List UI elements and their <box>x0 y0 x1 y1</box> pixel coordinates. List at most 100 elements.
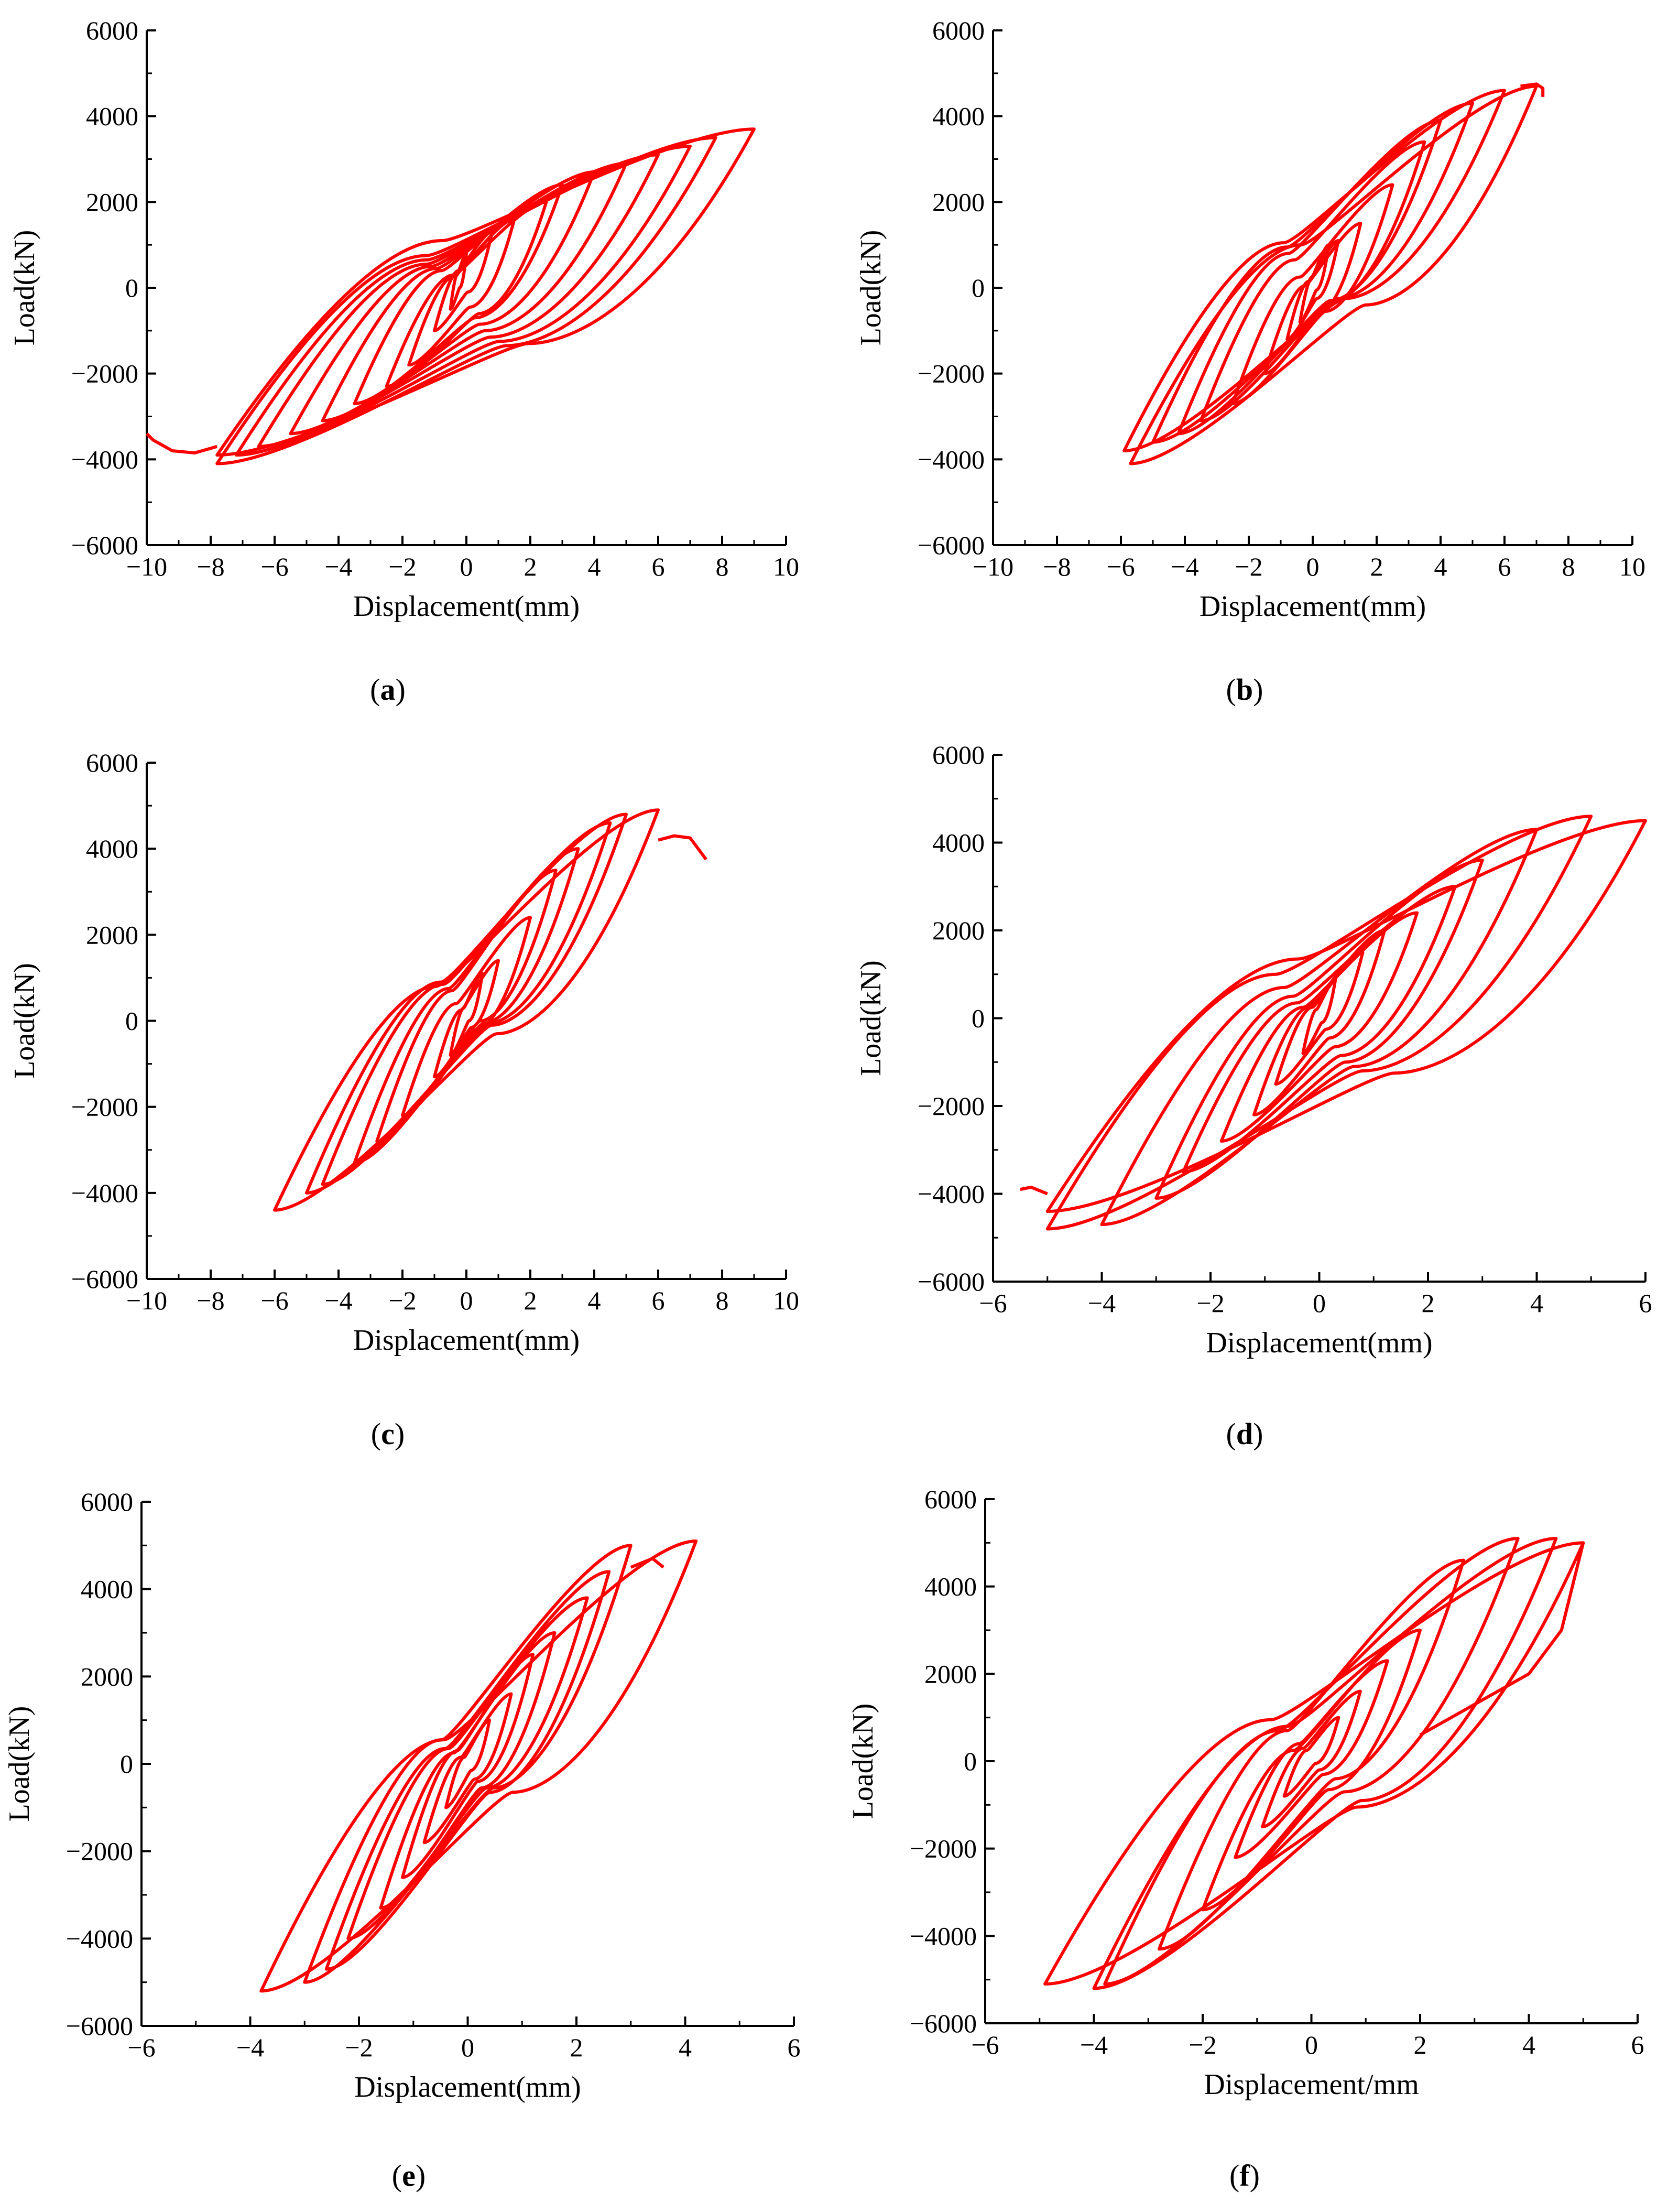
y-tick-label: 0 <box>120 1749 133 1779</box>
hysteresis-loop <box>259 1539 698 1993</box>
x-tick-label: 6 <box>1631 2030 1644 2059</box>
caption-letter: f <box>1239 2159 1250 2193</box>
hysteresis-loop <box>1274 950 1365 1086</box>
hysteresis-loop <box>1045 815 1593 1231</box>
hysteresis-loop <box>273 808 660 1212</box>
x-tick-label: −4 <box>324 1286 352 1315</box>
y-tick-label: −4000 <box>918 444 985 474</box>
y-tick-label: 2000 <box>86 920 138 949</box>
x-tick-label: 0 <box>1306 552 1320 581</box>
hysteresis-loop <box>401 1653 535 1879</box>
hysteresis-loop <box>1092 1537 1558 1990</box>
y-tick-label: −6000 <box>918 1267 985 1296</box>
y-tick-label: −6000 <box>910 2009 977 2038</box>
y-tick-label: 6000 <box>86 16 138 45</box>
y-axis-title: Load(kN) <box>855 230 887 346</box>
caption-open-paren: ( <box>1226 673 1236 707</box>
x-tick-label: −2 <box>1189 2030 1216 2059</box>
x-tick-label: −4 <box>324 552 352 581</box>
x-axis-title: Displacement(mm) <box>1206 1327 1432 1359</box>
x-tick-label: −8 <box>197 1286 224 1315</box>
panel-caption: (b) <box>1226 673 1263 707</box>
x-tick-label: 8 <box>716 552 729 581</box>
hysteresis-loop <box>215 127 756 457</box>
panel-caption: (d) <box>1226 1417 1263 1451</box>
x-tick-label: −2 <box>1235 552 1262 581</box>
y-tick-label: −2000 <box>918 1091 985 1121</box>
hysteresis-loop <box>353 183 564 405</box>
y-axis-title: Load(kN) <box>3 1706 36 1822</box>
hysteresis-loop <box>379 1631 557 1910</box>
x-tick-label: −2 <box>1196 1288 1224 1318</box>
x-tick-label: −6 <box>971 2030 999 2059</box>
panel-e: −6 −4 −2 0 2 4 6 −6000 −4000 −2000 0 2000 4000 6000 Di… <box>3 1487 801 2193</box>
hysteresis-loop <box>1045 819 1647 1213</box>
y-tick-label: −2000 <box>910 1834 977 1863</box>
y-tick-label: 4000 <box>86 102 138 131</box>
x-tick-label: −10 <box>126 552 167 581</box>
y-tick-label: −4000 <box>66 1924 133 1953</box>
y-axis-title: Load(kN) <box>855 960 887 1076</box>
caption-close-paren: ) <box>395 1417 405 1451</box>
x-tick-label: 6 <box>1639 1288 1652 1318</box>
y-tick-label: −6000 <box>66 2011 133 2041</box>
panel-caption: (f) <box>1229 2159 1260 2193</box>
x-tick-label: 4 <box>1530 1288 1543 1318</box>
hysteresis-loop <box>1282 1716 1340 1798</box>
x-tick-label: 6 <box>652 552 665 581</box>
caption-letter: a <box>380 673 396 707</box>
y-tick-label: −6000 <box>71 1264 138 1294</box>
caption-letter: d <box>1236 1417 1253 1451</box>
y-tick-label: 4000 <box>81 1575 133 1604</box>
y-tick-label: 6000 <box>86 748 138 777</box>
x-tick-label: 6 <box>1498 552 1511 581</box>
y-tick-label: −4000 <box>71 1178 138 1208</box>
x-tick-label: −4 <box>1080 2030 1108 2059</box>
y-tick-label: 0 <box>964 1747 977 1776</box>
panel-caption: (a) <box>370 673 406 707</box>
y-tick-label: −2000 <box>71 1092 138 1122</box>
x-axis-title: Displacement(mm) <box>353 1324 580 1357</box>
y-tick-label: 6000 <box>932 740 985 769</box>
descending-branch <box>1020 1185 1048 1196</box>
y-tick-label: 2000 <box>924 1659 977 1688</box>
x-tick-label: −4 <box>1088 1288 1116 1318</box>
caption-open-paren: ( <box>1226 1417 1236 1451</box>
x-axis-title: Displacement(mm) <box>353 590 580 623</box>
x-axis-title: Displacement/mm <box>1204 2068 1419 2101</box>
y-tick-label: 2000 <box>86 187 138 216</box>
x-tick-label: −8 <box>197 552 224 581</box>
descending-branch <box>1520 82 1545 97</box>
x-axis-title: Displacement(mm) <box>354 2071 581 2103</box>
y-tick-label: 4000 <box>86 834 138 863</box>
x-tick-label: 10 <box>773 1286 799 1315</box>
caption-letter: b <box>1236 673 1253 707</box>
x-tick-label: −2 <box>345 2033 373 2062</box>
y-tick-label: −6000 <box>918 530 985 560</box>
caption-close-paren: ) <box>416 2159 426 2193</box>
hysteresis-loop <box>1201 1629 1422 1912</box>
x-tick-label: 2 <box>1422 1288 1435 1318</box>
x-tick-label: 10 <box>773 552 799 581</box>
hysteresis-loop <box>422 1692 513 1844</box>
x-tick-label: 2 <box>524 1286 537 1315</box>
x-tick-label: 6 <box>652 1286 665 1315</box>
x-tick-label: −2 <box>388 552 416 581</box>
hysteresis-loop <box>1158 1558 1465 1951</box>
hysteresis-loop <box>303 1544 633 1984</box>
y-tick-label: 6000 <box>81 1487 133 1516</box>
caption-close-paren: ) <box>1253 673 1263 707</box>
x-tick-label: −4 <box>1171 552 1198 581</box>
y-tick-label: −2000 <box>918 359 985 388</box>
x-axis-title: Displacement(mm) <box>1200 590 1426 623</box>
caption-close-paren: ) <box>396 673 406 707</box>
hysteresis-loop <box>1154 859 1484 1200</box>
x-tick-label: 6 <box>788 2033 801 2062</box>
x-tick-label: −8 <box>1043 552 1071 581</box>
x-tick-label: −6 <box>260 1286 288 1315</box>
x-tick-label: 2 <box>1414 2030 1427 2059</box>
x-tick-label: 0 <box>460 1286 473 1315</box>
x-tick-label: 4 <box>588 1286 601 1315</box>
x-tick-label: 8 <box>716 1286 729 1315</box>
y-tick-label: −6000 <box>71 530 138 560</box>
